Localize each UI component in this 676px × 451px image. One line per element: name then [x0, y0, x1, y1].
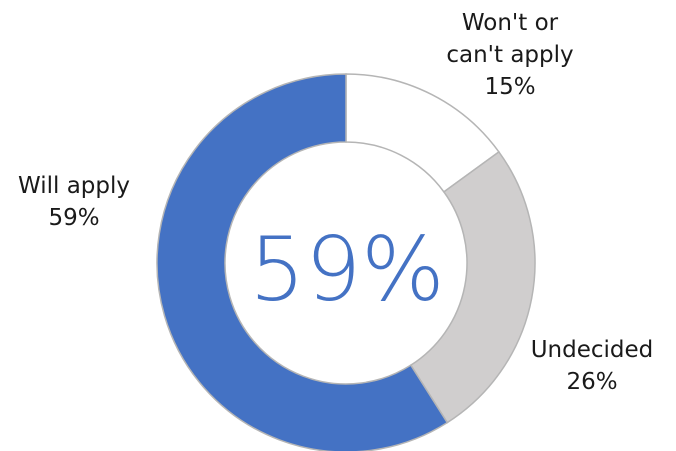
- slice-value-label-0: 15%: [484, 74, 535, 100]
- donut-slice-1: [409, 150, 536, 424]
- slice-value-label-2: 59%: [48, 205, 99, 231]
- slice-name-label-0: Won't or: [462, 10, 559, 36]
- center-value-label: 59%: [249, 218, 445, 321]
- donut-slices: [156, 73, 536, 451]
- slice-name-label-2: Will apply: [18, 173, 130, 199]
- slice-name-label-0: can't apply: [446, 42, 573, 68]
- slice-labels: Won't or can't apply 15% Undecided 26% Will a…: [18, 10, 653, 395]
- slice-value-label-1: 26%: [566, 369, 617, 395]
- donut-slice-2: [156, 73, 449, 451]
- slice-name-label-1: Undecided: [531, 337, 654, 363]
